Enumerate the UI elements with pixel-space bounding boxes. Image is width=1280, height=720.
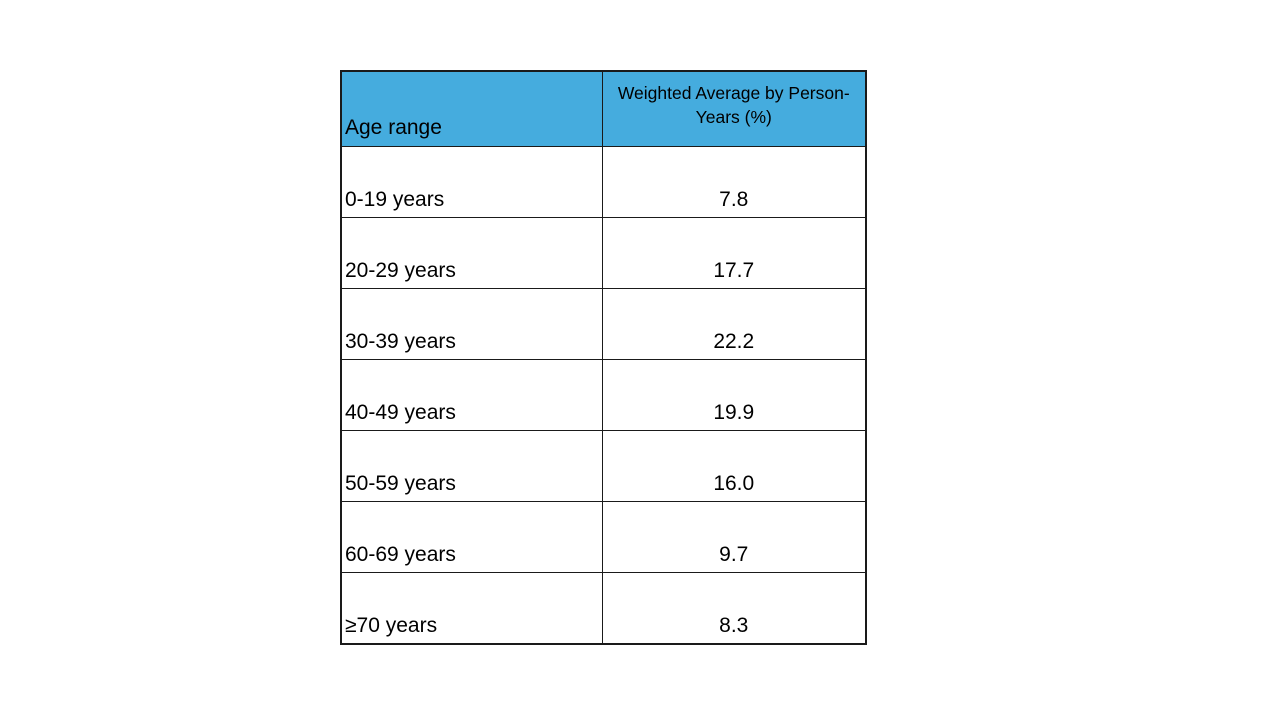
- age-range-cell: 50-59 years: [340, 430, 603, 502]
- age-range-cell: 40-49 years: [340, 359, 603, 431]
- age-range-cell: 20-29 years: [340, 217, 603, 289]
- weighted-average-cell: 9.7: [601, 501, 867, 573]
- table-header-row: Age range Weighted Average by Person-Yea…: [340, 70, 867, 147]
- table-row: ≥70 years 8.3: [340, 572, 867, 644]
- age-distribution-table: Age range Weighted Average by Person-Yea…: [340, 70, 867, 645]
- age-range-cell: ≥70 years: [340, 572, 603, 644]
- column-header-weighted-average: Weighted Average by Person-Years (%): [601, 70, 867, 147]
- weighted-average-cell: 8.3: [601, 572, 867, 644]
- column-header-age-range: Age range: [340, 70, 603, 147]
- weighted-average-cell: 17.7: [601, 217, 867, 289]
- weighted-average-cell: 16.0: [601, 430, 867, 502]
- table-row: 0-19 years 7.8: [340, 146, 867, 218]
- age-range-cell: 60-69 years: [340, 501, 603, 573]
- weighted-average-cell: 7.8: [601, 146, 867, 218]
- age-range-cell: 0-19 years: [340, 146, 603, 218]
- table-row: 20-29 years 17.7: [340, 217, 867, 289]
- table-row: 50-59 years 16.0: [340, 430, 867, 502]
- table-row: 40-49 years 19.9: [340, 359, 867, 431]
- age-range-cell: 30-39 years: [340, 288, 603, 360]
- weighted-average-cell: 22.2: [601, 288, 867, 360]
- table-row: 60-69 years 9.7: [340, 501, 867, 573]
- table-row: 30-39 years 22.2: [340, 288, 867, 360]
- weighted-average-cell: 19.9: [601, 359, 867, 431]
